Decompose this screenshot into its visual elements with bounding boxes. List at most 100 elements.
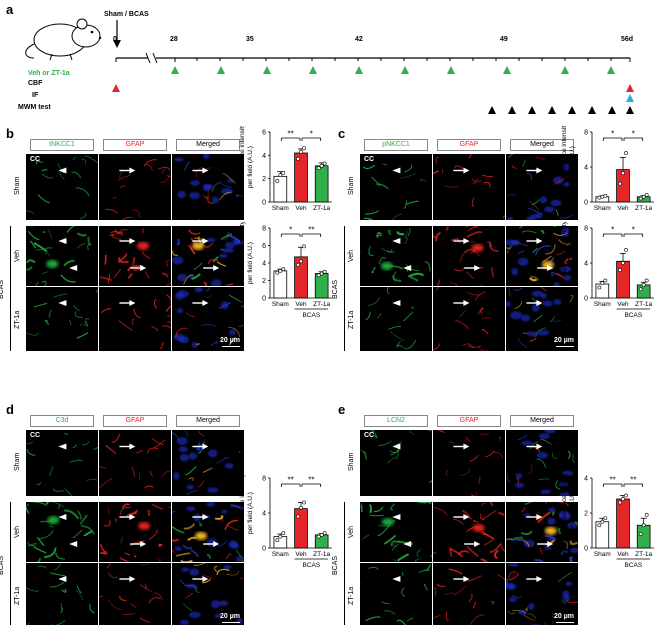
- arrow-marker-icon: [192, 300, 209, 306]
- panel-c-image-red-veh: [433, 226, 505, 286]
- arrow-marker-icon: [464, 541, 481, 547]
- panel-b-label: b: [6, 126, 14, 141]
- panel-b-header-2: Merged: [176, 139, 240, 151]
- sig-label: **: [308, 476, 314, 485]
- arrow-marker-icon: [192, 443, 209, 450]
- data-point: [299, 149, 303, 154]
- data-point: [624, 151, 628, 155]
- arrow-marker-icon: [392, 300, 401, 306]
- y-tick-label: 8: [262, 226, 266, 233]
- arrow-marker-icon: [119, 443, 136, 450]
- y-axis-label: per field (A.U.): [247, 242, 254, 284]
- y-tick-label: 6: [262, 243, 266, 250]
- bar-Veh: [616, 498, 630, 549]
- bar-Sham: [595, 283, 610, 299]
- panel-b-header-0: tNKCC1: [30, 139, 94, 151]
- panel-e-row-1: Veh: [348, 525, 355, 538]
- arrow-marker-icon: [58, 300, 67, 306]
- panel-c-bcas-label: BCAS: [332, 279, 339, 299]
- bar-Sham: [273, 270, 288, 299]
- data-point: [296, 156, 300, 161]
- data-point: [316, 273, 321, 278]
- data-point: [322, 531, 327, 536]
- panel-e-cc-label: CC: [364, 432, 375, 439]
- panel-b-row-1: Veh: [14, 249, 21, 262]
- panel-c-image-red-zt1a: [433, 287, 505, 351]
- data-point: [299, 259, 303, 264]
- data-point: [644, 512, 649, 517]
- panel-e-image-red-zt1a: [433, 563, 505, 625]
- arrow-marker-icon: [58, 514, 67, 520]
- arrow-marker-icon: [130, 541, 147, 547]
- arrow-marker-icon: [203, 541, 220, 547]
- panel-b-image-merged-zt1a: 20 µm: [172, 287, 244, 351]
- y-axis-label: per field (A.U.): [247, 492, 254, 534]
- x-tick-label: Sham: [272, 205, 289, 212]
- sig-label: *: [611, 130, 614, 139]
- x-tick-label: ZT-1a: [635, 301, 652, 308]
- panel-b-header-1: GFAP: [103, 139, 167, 151]
- arrow-marker-icon: [58, 238, 67, 244]
- x-tick-label: Sham: [594, 301, 611, 308]
- panel-d-image-green-sham: CC: [26, 430, 98, 496]
- y-axis-label: pNKCC1 Fluroscence intensity: [561, 126, 568, 211]
- y-tick-label: 8: [584, 226, 588, 233]
- sig-label: **: [288, 130, 294, 139]
- data-point: [644, 193, 649, 197]
- panel-c-image-merged-sham: [506, 154, 578, 220]
- tick-42: 42: [355, 36, 363, 43]
- tick-28: 28: [170, 36, 178, 43]
- data-point: [319, 163, 324, 168]
- y-tick-label: 4: [584, 165, 588, 172]
- panel-e-image-merged-zt1a: 20 µm: [506, 563, 578, 625]
- panel-d-image-merged-zt1a: 20 µm: [172, 563, 244, 625]
- panel-b-scale-label: 20 µm: [220, 337, 240, 344]
- x-tick-label: Veh: [617, 551, 629, 558]
- data-point: [641, 194, 646, 199]
- arrow-marker-icon: [464, 265, 481, 271]
- y-tick-label: 4: [262, 511, 266, 518]
- data-point: [603, 516, 608, 521]
- sig-label: *: [632, 130, 635, 139]
- y-tick-label: 0: [584, 200, 588, 207]
- bar-ZT-1a: [636, 284, 651, 299]
- y-tick-label: 2: [262, 176, 266, 183]
- arrow-marker-icon: [69, 541, 78, 547]
- arrow-marker-icon: [403, 265, 412, 271]
- panel-c-header-0: pNKCC1: [364, 139, 428, 151]
- arrow-marker-icon: [526, 300, 543, 306]
- arrow-marker-icon: [130, 265, 147, 271]
- panel-c-image-merged-zt1a: 20 µm: [506, 287, 578, 351]
- panel-e-image-green-zt1a: [360, 563, 432, 625]
- arrow-marker-icon: [453, 300, 470, 306]
- data-point: [322, 269, 327, 274]
- y-tick-label: 2: [584, 511, 588, 518]
- arrow-marker-icon: [526, 443, 543, 450]
- panel-e-header-0: LCN2: [364, 415, 428, 427]
- y-tick-label: 0: [262, 200, 266, 207]
- tick-49: 49: [500, 36, 508, 43]
- panel-b-cc-label: CC: [30, 156, 41, 163]
- data-point: [281, 531, 286, 536]
- panel-b-image-green-zt1a: [26, 287, 98, 351]
- panel-d-bcas-label: BCAS: [0, 555, 5, 575]
- arrow-marker-icon: [192, 576, 209, 582]
- treatment-label: Veh or ZT-1a: [28, 70, 70, 77]
- panel-c-image-green-zt1a: [360, 287, 432, 351]
- y-axis-label: per field (A.U.): [247, 146, 254, 188]
- arrow-marker-icon: [392, 514, 401, 520]
- panel-e-image-merged-sham: [506, 430, 578, 496]
- row-cbf: CBF: [28, 80, 43, 87]
- y-tick-label: 4: [584, 261, 588, 268]
- y-tick-label: 4: [584, 476, 588, 483]
- panel-b-scale-bar: [222, 345, 240, 347]
- x-tick-label: ZT-1a: [313, 205, 330, 212]
- arrow-marker-icon: [537, 541, 554, 547]
- y-tick-label: 6: [262, 130, 266, 137]
- data-point: [597, 523, 602, 528]
- arrow-marker-icon: [58, 576, 67, 582]
- data-point: [603, 193, 608, 198]
- data-point: [624, 247, 628, 252]
- panel-d-image-green-zt1a: [26, 563, 98, 625]
- panel-e-row-2: ZT-1a: [348, 586, 355, 605]
